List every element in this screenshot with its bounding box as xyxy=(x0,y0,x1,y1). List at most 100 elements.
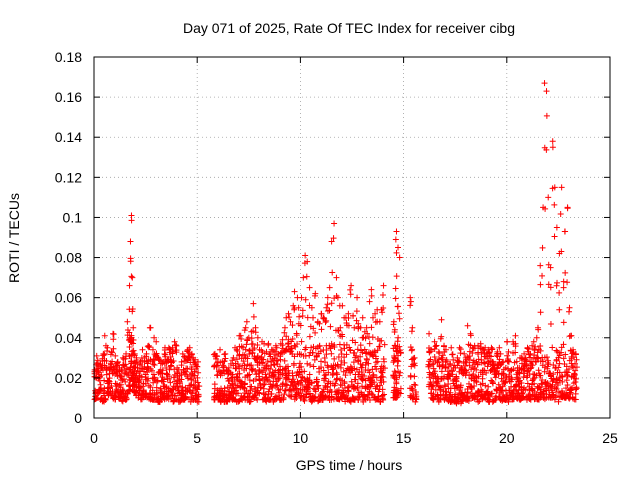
data-point xyxy=(572,379,579,386)
data-point xyxy=(338,357,345,364)
data-point xyxy=(195,398,202,405)
data-point xyxy=(145,382,152,389)
data-point xyxy=(572,367,579,374)
data-point xyxy=(132,359,139,366)
data-point xyxy=(120,376,127,383)
data-point xyxy=(392,295,399,302)
data-point xyxy=(371,379,378,386)
data-point xyxy=(393,376,400,383)
data-point xyxy=(135,377,142,384)
data-point xyxy=(194,363,201,370)
data-point xyxy=(190,357,197,364)
data-point xyxy=(351,324,358,331)
data-point xyxy=(159,367,166,374)
data-point xyxy=(151,357,158,364)
data-point xyxy=(144,377,151,384)
data-point xyxy=(466,372,473,379)
data-point xyxy=(541,396,548,403)
data-point xyxy=(308,304,315,311)
data-point xyxy=(473,366,480,373)
data-point xyxy=(179,350,186,357)
data-point xyxy=(374,358,381,365)
data-point xyxy=(256,368,263,375)
data-point xyxy=(374,347,381,354)
data-point xyxy=(411,373,418,380)
data-point xyxy=(332,380,339,387)
data-point xyxy=(250,313,257,320)
data-point xyxy=(350,359,357,366)
data-point xyxy=(437,387,444,394)
data-point xyxy=(236,363,243,370)
data-point xyxy=(537,372,544,379)
data-point xyxy=(369,372,376,379)
data-point xyxy=(448,344,455,351)
data-point xyxy=(572,360,579,367)
data-point xyxy=(482,382,489,389)
data-point xyxy=(362,335,369,342)
data-point xyxy=(564,369,571,376)
data-point xyxy=(238,335,245,342)
data-point xyxy=(95,390,102,397)
data-point xyxy=(337,324,344,331)
data-point xyxy=(213,362,220,369)
data-point xyxy=(352,339,359,346)
data-point xyxy=(394,362,401,369)
data-point xyxy=(558,373,565,380)
data-point xyxy=(563,377,570,384)
data-point xyxy=(246,377,253,384)
data-point xyxy=(361,346,368,353)
data-point xyxy=(220,363,227,370)
data-point xyxy=(471,383,478,390)
data-point xyxy=(431,345,438,352)
data-point xyxy=(272,393,279,400)
data-point xyxy=(484,388,491,395)
data-point xyxy=(495,381,502,388)
data-point xyxy=(464,389,471,396)
data-point xyxy=(267,351,274,358)
data-point xyxy=(512,343,519,350)
data-point xyxy=(234,390,241,397)
data-point xyxy=(504,352,511,359)
data-point xyxy=(258,347,265,354)
data-point xyxy=(560,319,567,326)
data-point xyxy=(322,319,329,326)
data-point xyxy=(537,347,544,354)
data-point xyxy=(248,383,255,390)
data-point xyxy=(462,367,469,374)
data-point xyxy=(354,380,361,387)
data-point xyxy=(549,344,556,351)
data-point xyxy=(553,357,560,364)
data-point xyxy=(334,375,341,382)
data-point xyxy=(229,374,236,381)
data-point xyxy=(538,380,545,387)
data-point xyxy=(306,371,313,378)
data-point xyxy=(283,363,290,370)
data-point xyxy=(299,387,306,394)
data-point xyxy=(126,282,133,289)
data-point xyxy=(526,351,533,358)
y-tick-label: 0.06 xyxy=(55,290,82,306)
data-point xyxy=(492,395,499,402)
data-point xyxy=(277,356,284,363)
data-point xyxy=(303,273,310,280)
data-point xyxy=(167,387,174,394)
data-point xyxy=(142,380,149,387)
data-point xyxy=(523,362,530,369)
data-point xyxy=(243,365,250,372)
data-point xyxy=(341,378,348,385)
data-point xyxy=(166,373,173,380)
data-point xyxy=(572,350,579,357)
data-point xyxy=(380,374,387,381)
data-point xyxy=(372,363,379,370)
data-point xyxy=(563,385,570,392)
data-point xyxy=(552,364,559,371)
data-point xyxy=(281,324,288,331)
data-point xyxy=(380,305,387,312)
data-point xyxy=(149,367,156,374)
data-point xyxy=(291,288,298,295)
data-point xyxy=(262,371,269,378)
data-point xyxy=(102,396,109,403)
data-point xyxy=(464,322,471,329)
data-point xyxy=(488,390,495,397)
